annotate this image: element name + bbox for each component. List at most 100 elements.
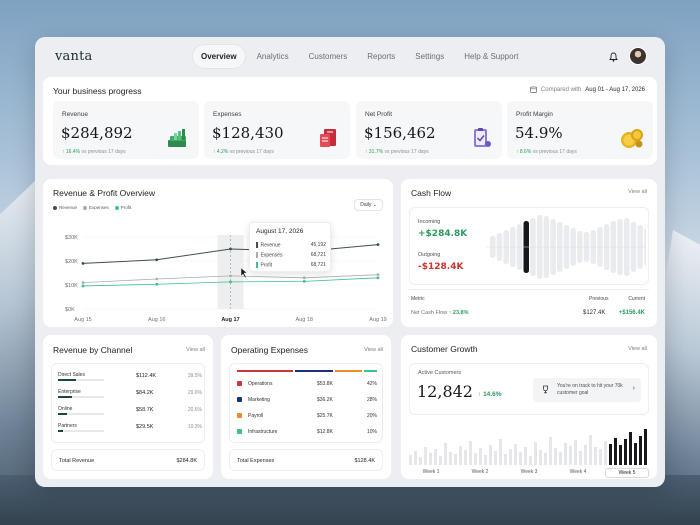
growth-bar [494, 451, 497, 465]
range-dropdown[interactable]: Daily ⌄ [354, 199, 383, 211]
channel-row[interactable]: Online $58.7K 20.6% [58, 406, 202, 415]
data-point-expenses [229, 274, 232, 278]
progress-title: Your business progress [53, 86, 142, 96]
kpi-value: $128,430 [212, 124, 284, 142]
nav-help-support[interactable]: Help & Support [464, 52, 519, 61]
growth-bar [614, 438, 617, 465]
compared-prefix: Compared with [540, 86, 582, 93]
trophy-icon [543, 385, 548, 394]
tooltip-row-revenue: Revenue 45,192 [256, 242, 326, 248]
legend-revenue: Revenue [53, 205, 77, 210]
growth-bar [414, 451, 417, 465]
kpi-value: $156,462 [364, 124, 436, 142]
channel-view-all[interactable]: View all [186, 347, 205, 353]
notification-bell-icon[interactable] [605, 49, 621, 65]
growth-bar [569, 446, 572, 465]
growth-bar [539, 450, 542, 465]
x-tick-label: Aug 17 [221, 317, 239, 323]
week-1[interactable]: Week 1 [422, 469, 440, 475]
growth-bar [484, 455, 487, 465]
chevron-right-icon: › [632, 385, 635, 392]
user-avatar[interactable] [629, 47, 647, 65]
data-point-revenue [229, 247, 232, 251]
growth-bar [529, 456, 532, 465]
week-4[interactable]: Week 4 [569, 469, 587, 475]
growth-bar [434, 449, 437, 465]
week-2[interactable]: Week 2 [471, 469, 489, 475]
kpi-trend: ↑ 8.6% vs previous 17 days [516, 149, 577, 155]
nav-analytics[interactable]: Analytics [256, 52, 289, 61]
growth-bar [549, 437, 552, 465]
kpi-net-profit[interactable]: Net Profit $156,462 ↑ 31.7% vs previous … [356, 101, 502, 159]
brand-logo[interactable]: vanta [55, 49, 93, 64]
nav-customers[interactable]: Customers [308, 52, 348, 61]
data-point-revenue [376, 243, 380, 247]
growth-bar [424, 447, 427, 465]
x-tick-label: Aug 16 [148, 317, 165, 323]
kpi-expenses[interactable]: Expenses $128,430 ↑ 4.2% vs previous 17 … [204, 101, 350, 159]
kpi-value: 54.9% [515, 124, 563, 142]
growth-bar [604, 441, 607, 465]
compared-dates: Aug 01 - Aug 17, 2026 [585, 86, 645, 93]
channel-row[interactable]: Partners $29.5K 10.3% [58, 423, 202, 432]
tooltip-date: August 17, 2026 [256, 228, 304, 235]
opex-segment [237, 370, 294, 372]
chart-legend: Revenue Expenses Profit [53, 205, 131, 210]
channel-list: Direct Sales $112.4K 39.5% Enterprise $8… [51, 363, 205, 443]
cash-flow-view-all[interactable]: View all [628, 189, 647, 195]
active-customers: Active Customers 12,842 ↑ 14.6% You're o… [409, 363, 649, 415]
coins-icon [621, 129, 643, 148]
kpi-trend: ↑ 16.4% vs previous 17 days [62, 149, 126, 155]
opex-segment [334, 370, 362, 372]
tooltip-row-expenses: Expenses 68,721 [256, 252, 326, 258]
growth-bar [459, 446, 462, 465]
cash-flow-metrics: Metric Previous Current Net Cash Flow ↑ … [409, 289, 649, 323]
opex-stacked-bar [237, 370, 377, 372]
kpi-label: Expenses [213, 111, 242, 118]
kpi-value: $284,892 [61, 124, 133, 142]
kpi-label: Profit Margin [516, 111, 553, 118]
growth-title: Customer Growth [411, 344, 478, 354]
nav-overview[interactable]: Overview [193, 45, 245, 68]
growth-bar [504, 454, 507, 465]
data-point-revenue [81, 262, 85, 265]
opex-view-all[interactable]: View all [364, 347, 383, 353]
growth-bar [559, 452, 562, 465]
active-customers-label: Active Customers [418, 370, 462, 376]
mouse-cursor-icon [240, 267, 248, 279]
cash-flow-title: Cash Flow [411, 188, 452, 198]
nav-reports[interactable]: Reports [367, 52, 396, 61]
money-stack-icon [168, 129, 186, 147]
customer-growth-bars [409, 429, 647, 465]
week-selector: Week 1 Week 2 Week 3 Week 4 Week 5 [409, 468, 649, 478]
growth-bar [489, 445, 492, 465]
cash-flow-card: Cash Flow View all Incoming +$284.8K Out… [401, 179, 657, 327]
channel-row[interactable]: Direct Sales $112.4K 39.5% [58, 372, 202, 381]
operating-expenses-card: Operating Expenses View all Operations $5… [221, 335, 391, 479]
data-point-expenses [376, 273, 380, 277]
growth-view-all[interactable]: View all [628, 346, 647, 352]
kpi-label: Net Profit [365, 111, 393, 118]
growth-bar [524, 447, 527, 465]
business-progress-card: Your business progress Compared with Aug… [43, 77, 657, 165]
outgoing-value: -$128.4K [418, 262, 464, 272]
kpi-revenue[interactable]: Revenue $284,892 ↑ 16.4% vs previous 17 … [53, 101, 199, 159]
kpi-profit-margin[interactable]: Profit Margin 54.9% ↑ 8.6% vs previous 1… [507, 101, 653, 159]
channel-total: Total Revenue $284.8K [51, 449, 205, 471]
growth-bar [564, 443, 567, 465]
opex-segment [295, 370, 333, 372]
growth-bar [599, 449, 602, 465]
nav-settings[interactable]: Settings [415, 52, 445, 61]
week-3[interactable]: Week 3 [520, 469, 538, 475]
growth-bar [514, 444, 517, 465]
y-tick-label: $0K [65, 307, 75, 313]
goal-text: You're on track to hit your 70k customer… [557, 383, 623, 396]
growth-bar [439, 456, 442, 465]
week-5[interactable]: Week 5 [605, 468, 649, 478]
data-point-expenses [302, 276, 306, 280]
customer-goal-banner[interactable]: You're on track to hit your 70k customer… [533, 378, 641, 402]
data-point-profit [155, 282, 159, 286]
channel-row[interactable]: Enterprise $84.2K 29.6% [58, 389, 202, 398]
compared-range[interactable]: Compared with Aug 01 - Aug 17, 2026 [530, 86, 645, 93]
revenue-profit-card: Revenue & Profit Overview Revenue Expens… [43, 179, 393, 327]
